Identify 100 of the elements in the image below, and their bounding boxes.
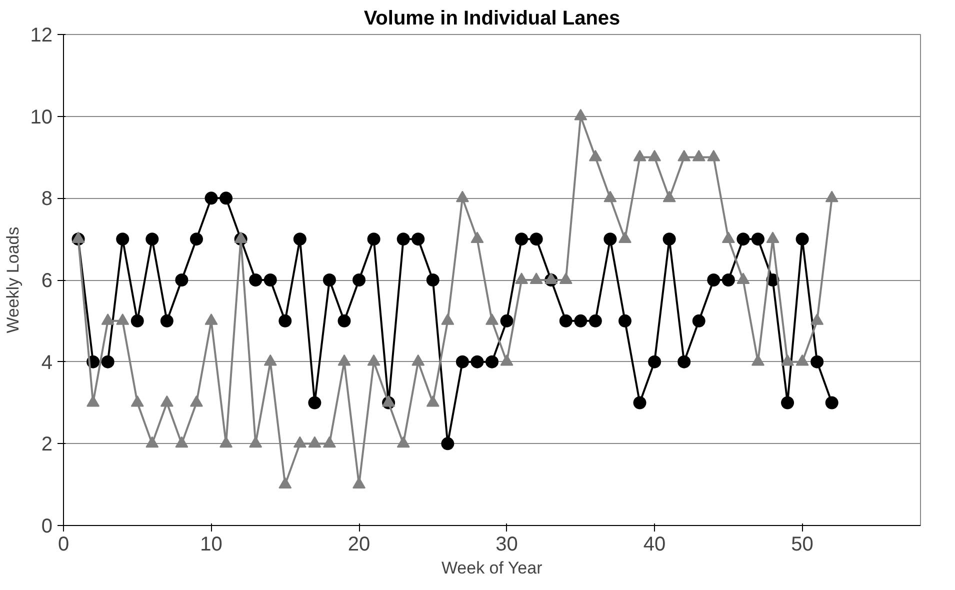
point — [338, 354, 351, 366]
point — [220, 192, 233, 205]
point — [559, 272, 572, 284]
point — [500, 354, 514, 366]
point — [500, 314, 514, 328]
point — [308, 396, 322, 410]
point — [396, 232, 410, 246]
point — [412, 232, 425, 246]
point — [322, 274, 336, 286]
point — [781, 354, 794, 366]
point — [441, 313, 454, 325]
point — [367, 354, 380, 366]
point — [426, 274, 440, 286]
y-tick-label: 12 — [30, 24, 53, 46]
point — [338, 314, 351, 328]
point — [116, 232, 130, 246]
point — [412, 354, 425, 366]
point — [456, 355, 469, 368]
point — [396, 436, 410, 448]
point — [190, 232, 203, 246]
point — [486, 313, 498, 325]
point — [722, 232, 735, 244]
point — [796, 232, 809, 246]
point — [648, 355, 662, 368]
point — [559, 314, 572, 328]
point — [175, 274, 188, 286]
point — [618, 314, 632, 328]
point — [515, 232, 528, 246]
point — [72, 232, 85, 244]
point — [160, 395, 174, 407]
x-tick-label: 10 — [200, 534, 222, 556]
point — [692, 314, 706, 328]
point — [486, 355, 498, 368]
point — [146, 436, 159, 448]
point — [722, 274, 735, 286]
point — [544, 272, 558, 284]
point — [574, 314, 588, 328]
point — [810, 355, 824, 368]
point — [470, 232, 484, 244]
chart-title: Volume in Individual Lanes — [364, 8, 620, 30]
point — [678, 355, 691, 368]
point — [736, 272, 750, 284]
point — [101, 313, 114, 325]
point — [86, 395, 100, 407]
x-axis-title: Week of Year — [441, 558, 543, 578]
point — [293, 232, 306, 246]
point — [470, 355, 484, 368]
point — [515, 272, 528, 284]
point — [293, 436, 306, 448]
point — [604, 232, 617, 246]
y-tick-label: 0 — [41, 516, 52, 538]
point — [707, 274, 720, 286]
point — [264, 274, 277, 286]
point — [130, 314, 144, 328]
point — [766, 232, 780, 244]
x-tick-label: 0 — [58, 534, 70, 556]
point — [618, 232, 632, 244]
point — [264, 354, 277, 366]
point — [249, 274, 262, 286]
point — [234, 232, 248, 244]
point — [751, 232, 764, 246]
point — [278, 477, 292, 489]
point — [308, 436, 322, 448]
point — [160, 314, 174, 328]
point — [352, 274, 366, 286]
point — [736, 232, 750, 246]
point — [367, 232, 380, 246]
x-tick-label: 40 — [643, 534, 666, 556]
point — [278, 314, 292, 328]
point — [382, 395, 396, 407]
point — [530, 232, 543, 246]
point — [825, 396, 838, 410]
point — [588, 314, 602, 328]
x-tick-label: 50 — [791, 534, 814, 556]
y-tick-label: 6 — [41, 270, 52, 292]
y-tick-label: 8 — [41, 188, 52, 210]
y-tick-label: 4 — [41, 352, 52, 374]
point — [101, 355, 114, 368]
x-tick-label: 20 — [348, 534, 370, 556]
point — [751, 354, 764, 366]
point — [352, 477, 366, 489]
point — [796, 354, 809, 366]
y-tick-label: 10 — [30, 106, 53, 128]
point — [426, 395, 440, 407]
point — [810, 313, 824, 325]
point — [116, 313, 130, 325]
point — [204, 313, 218, 325]
point — [662, 232, 676, 246]
x-tick-label: 30 — [496, 534, 518, 556]
point — [204, 192, 218, 205]
point — [220, 436, 233, 448]
point — [190, 395, 203, 407]
point — [130, 395, 144, 407]
point — [530, 272, 543, 284]
point — [146, 232, 159, 246]
y-tick-label: 2 — [41, 434, 52, 456]
y-axis-title: Weekly Loads — [3, 226, 22, 334]
point — [781, 396, 794, 410]
point — [633, 396, 646, 410]
point — [322, 436, 336, 448]
